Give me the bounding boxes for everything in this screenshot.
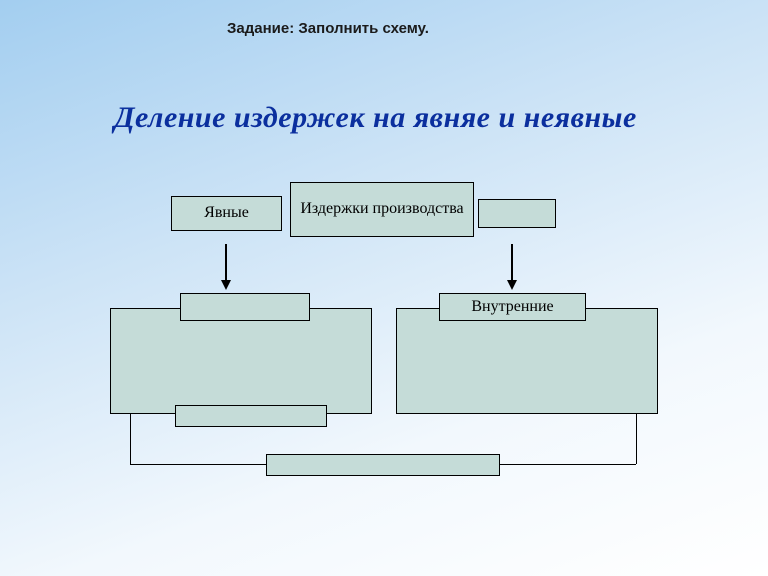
arrow-left-head: [221, 280, 231, 290]
box-center: Издержки производства: [290, 182, 474, 237]
slide-stage: { "task_text": "Задание: Заполнить схему…: [0, 0, 768, 576]
box-bottom: [266, 454, 500, 476]
connector-left-drop: [130, 414, 131, 464]
box-right-small: [478, 199, 556, 228]
box-yavnye: Явные: [171, 196, 282, 231]
arrow-right-line: [511, 244, 513, 281]
arrow-left-line: [225, 244, 227, 281]
box-left-cap: [175, 405, 327, 427]
task-text: Задание: Заполнить схему.: [227, 20, 429, 37]
arrow-right-head: [507, 280, 517, 290]
connector-right-drop: [636, 414, 637, 464]
main-title: Деление издержек на явняе и неявные: [114, 101, 637, 135]
box-big-left: [110, 308, 372, 414]
box-left-label: [180, 293, 310, 321]
box-vnutrennie: Внутренние: [439, 293, 586, 321]
connector-h-left: [130, 464, 266, 465]
box-big-right: [396, 308, 658, 414]
connector-h-right: [500, 464, 636, 465]
